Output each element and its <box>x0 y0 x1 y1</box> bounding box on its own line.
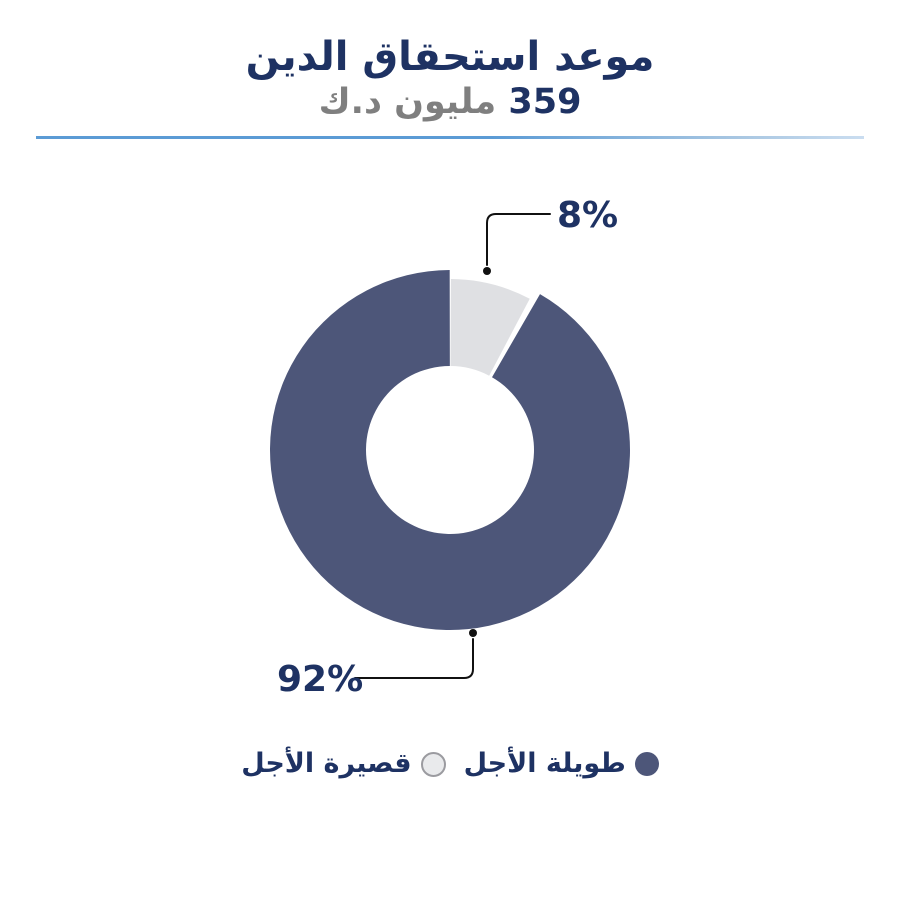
legend-label-short-term: قصيرة الأجل <box>241 748 412 779</box>
chart-legend: طويلة الأجل قصيرة الأجل <box>0 748 900 780</box>
callout-line-short-term <box>486 213 551 266</box>
chart-title: موعد استحقاق الدين <box>245 34 655 80</box>
donut-slice-short-term <box>450 279 530 376</box>
donut-slice-long-term <box>270 270 630 630</box>
debt-total-unit: مليون د.ك <box>318 82 497 122</box>
callout-dot-long-term <box>469 629 477 637</box>
chart-subtitle: 359 مليون د.ك <box>0 83 900 122</box>
legend-item-short-term: قصيرة الأجل <box>241 748 446 780</box>
header-divider <box>36 135 864 139</box>
percent-label-short-term: 8% <box>557 195 619 236</box>
legend-label-long-term: طويلة الأجل <box>463 748 626 779</box>
callout-line-long-term <box>354 638 474 679</box>
legend-item-long-term: طويلة الأجل <box>464 748 659 780</box>
legend-marker-short-term-icon <box>420 751 446 777</box>
callout-dot-short-term <box>483 267 491 275</box>
debt-total-value: 359 <box>508 82 582 122</box>
percent-label-long-term: 92% <box>277 659 364 700</box>
legend-marker-long-term-icon <box>634 752 659 777</box>
donut-slices <box>270 270 630 630</box>
chart-header: موعد استحقاق الدين 359 مليون د.ك <box>0 0 900 139</box>
